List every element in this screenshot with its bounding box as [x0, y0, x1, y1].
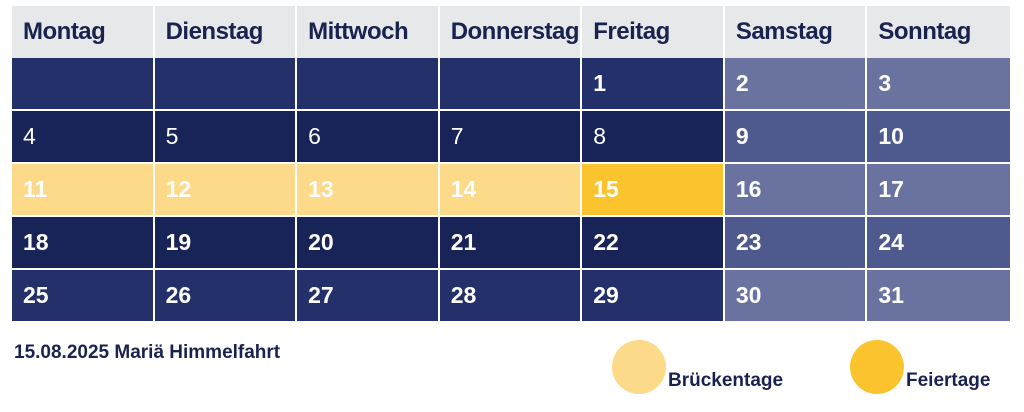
day-cell: 4 [12, 109, 155, 162]
week-row: 4 5 6 7 8 9 10 [12, 109, 1010, 162]
legend-bridge-label: Brückentage [668, 370, 784, 391]
day-cell: 10 [867, 109, 1010, 162]
day-cell: 28 [439, 268, 583, 321]
day-cell: 1 [582, 58, 725, 109]
day-cell: 21 [439, 215, 583, 268]
day-cell: 5 [154, 109, 298, 162]
bridge-day-cell: 13 [297, 162, 440, 215]
weekday-header-row: Montag Dienstag Mittwoch Donnerstag Frei… [12, 6, 1010, 58]
day-cell: 17 [867, 162, 1010, 215]
header-tuesday: Dienstag [154, 6, 298, 58]
day-cell: 8 [582, 109, 725, 162]
day-cell: 25 [12, 268, 155, 321]
day-cell [439, 58, 583, 109]
day-cell: 29 [582, 268, 725, 321]
day-cell: 31 [867, 268, 1010, 321]
day-cell: 23 [724, 215, 868, 268]
day-cell: 27 [297, 268, 440, 321]
bridge-days-swatch-icon [612, 340, 666, 394]
holidays-swatch-icon [850, 340, 904, 394]
day-cell: 19 [154, 215, 298, 268]
week-row: 11 12 13 14 15 16 17 [12, 162, 1010, 215]
legend-holiday-label: Feiertage [906, 370, 991, 391]
week-row: 1 2 3 [12, 58, 1010, 109]
day-cell: 7 [439, 109, 583, 162]
day-cell: 20 [297, 215, 440, 268]
day-cell [12, 58, 155, 109]
day-cell: 16 [724, 162, 868, 215]
calendar-table: Montag Dienstag Mittwoch Donnerstag Frei… [12, 6, 1010, 321]
day-cell: 18 [12, 215, 155, 268]
holiday-note: 15.08.2025 Mariä Himmelfahrt [14, 342, 281, 363]
header-friday: Freitag [582, 6, 725, 58]
bridge-day-cell: 12 [154, 162, 298, 215]
day-cell: 22 [582, 215, 725, 268]
header-wednesday: Mittwoch [297, 6, 440, 58]
day-cell: 26 [154, 268, 298, 321]
header-saturday: Samstag [724, 6, 868, 58]
day-cell [154, 58, 298, 109]
bridge-day-cell: 14 [439, 162, 583, 215]
day-cell: 6 [297, 109, 440, 162]
day-cell: 9 [724, 109, 868, 162]
day-cell: 24 [867, 215, 1010, 268]
week-row: 25 26 27 28 29 30 31 [12, 268, 1010, 321]
header-sunday: Sonntag [867, 6, 1010, 58]
header-thursday: Donnerstag [439, 6, 583, 58]
day-cell [297, 58, 440, 109]
day-cell: 2 [724, 58, 868, 109]
day-cell: 30 [724, 268, 868, 321]
day-cell: 3 [867, 58, 1010, 109]
holiday-cell: 15 [582, 162, 725, 215]
bridge-day-cell: 11 [12, 162, 155, 215]
week-row: 18 19 20 21 22 23 24 [12, 215, 1010, 268]
header-monday: Montag [12, 6, 155, 58]
